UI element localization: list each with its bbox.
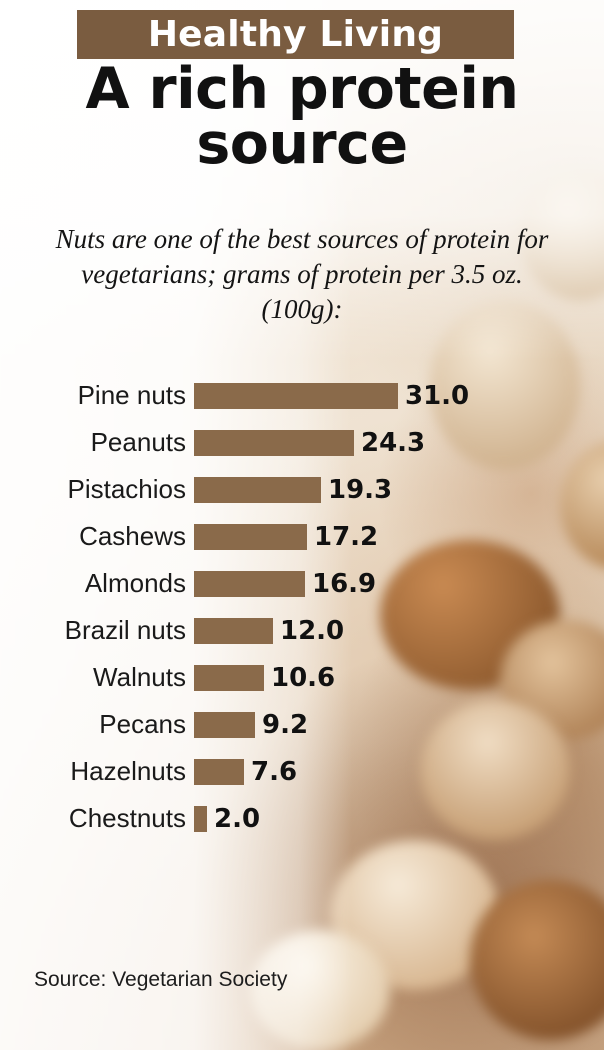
chart-bar <box>194 711 255 738</box>
chart-bar-area: 16.9 <box>194 569 604 599</box>
chart-category-label: Walnuts <box>93 662 186 692</box>
chart-bar-area: 12.0 <box>194 616 604 646</box>
chart-value-label: 2.0 <box>214 803 261 834</box>
chart-category-label: Pistachios <box>67 474 187 504</box>
chart-row: Hazelnuts 7.6 <box>0 748 604 795</box>
chart-row: Brazil nuts 12.0 <box>0 607 604 654</box>
chart-bar <box>194 476 321 503</box>
chart-bar-area: 19.3 <box>194 475 604 505</box>
chart-bar <box>194 382 398 409</box>
chart-bar <box>194 570 305 597</box>
chart-value-label: 7.6 <box>251 756 298 787</box>
chart-category-label: Pine nuts <box>77 380 186 410</box>
background-nut-shape <box>330 840 500 990</box>
chart-value-label: 9.2 <box>262 709 309 740</box>
chart-category-label: Peanuts <box>90 427 186 457</box>
source-note: Source: Vegetarian Society <box>34 968 288 991</box>
chart-category-label: Pecans <box>99 709 186 739</box>
chart-value-label: 12.0 <box>280 615 345 646</box>
chart-value-label: 31.0 <box>405 380 470 411</box>
kicker-banner: Healthy Living <box>77 10 514 59</box>
page-title-line-1: A rich protein <box>85 56 519 122</box>
chart-bar-area: 10.6 <box>194 663 604 693</box>
page-title-line-2: source <box>196 110 408 177</box>
chart-bar <box>194 805 207 832</box>
chart-row: Walnuts 10.6 <box>0 654 604 701</box>
chart-row: Pistachios 19.3 <box>0 466 604 513</box>
chart-category-label: Hazelnuts <box>70 756 186 786</box>
chart-bar <box>194 758 244 785</box>
chart-category-label: Chestnuts <box>68 803 186 833</box>
chart-row: Cashews 17.2 <box>0 513 604 560</box>
chart-bar-area: 31.0 <box>194 381 604 411</box>
page-title: A rich protein source <box>0 56 604 177</box>
chart-bar-area: 9.2 <box>194 710 604 740</box>
chart-bar <box>194 617 273 644</box>
chart-bar-area: 2.0 <box>194 804 604 834</box>
chart-bar-area: 17.2 <box>194 522 604 552</box>
protein-bar-chart: Pine nuts 31.0 Peanuts 24.3 Pistachios 1… <box>0 372 604 842</box>
chart-bar-area: 24.3 <box>194 428 604 458</box>
background-nut-shape <box>470 880 604 1040</box>
chart-bar <box>194 429 354 456</box>
chart-row: Peanuts 24.3 <box>0 419 604 466</box>
chart-value-label: 24.3 <box>361 427 426 458</box>
kicker-label: Healthy Living <box>147 13 444 55</box>
chart-category-label: Brazil nuts <box>64 615 186 645</box>
chart-row: Pine nuts 31.0 <box>0 372 604 419</box>
chart-row: Chestnuts 2.0 <box>0 795 604 842</box>
chart-subtitle: Nuts are one of the best sources of prot… <box>55 224 549 325</box>
chart-value-label: 16.9 <box>312 568 377 599</box>
chart-value-label: 10.6 <box>271 662 336 693</box>
chart-row: Almonds 16.9 <box>0 560 604 607</box>
chart-category-label: Almonds <box>84 568 186 598</box>
chart-bar <box>194 523 307 550</box>
chart-value-label: 19.3 <box>328 474 393 505</box>
chart-category-label: Cashews <box>79 521 186 551</box>
chart-bar-area: 7.6 <box>194 757 604 787</box>
chart-row: Pecans 9.2 <box>0 701 604 748</box>
chart-value-label: 17.2 <box>314 521 379 552</box>
chart-bar <box>194 664 264 691</box>
